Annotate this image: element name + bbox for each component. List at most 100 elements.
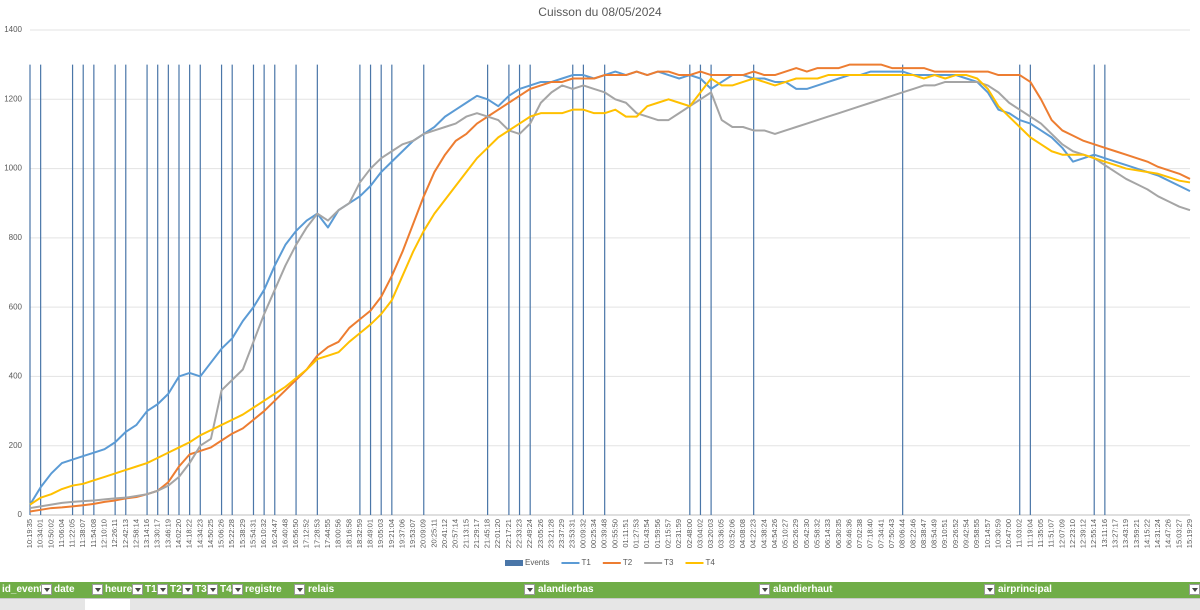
line-series (29, 70, 1191, 506)
x-tick-label: 18:16:58 (344, 519, 353, 548)
x-tick-label: 18:32:59 (355, 519, 364, 548)
x-tick-label: 00:25:34 (589, 519, 598, 548)
filter-button[interactable] (759, 584, 770, 595)
line-series (29, 80, 1191, 510)
y-tick-label: 400 (9, 372, 23, 381)
column-header: T2 (170, 584, 182, 595)
column-header: alandierhaut (773, 584, 833, 595)
filter-button[interactable] (132, 584, 143, 595)
x-tick-label: 13:27:17 (1110, 519, 1119, 548)
column-header: heure (105, 584, 133, 595)
legend-label: T3 (664, 558, 674, 567)
x-tick-label: 20:09:09 (419, 519, 428, 548)
x-tick-label: 17:28:53 (312, 519, 321, 548)
x-tick-label: 19:53:07 (408, 519, 417, 548)
x-tick-label: 15:19:29 (1185, 519, 1194, 548)
x-tick-label: 16:24:47 (270, 519, 279, 548)
x-tick-label: 13:59:21 (1132, 519, 1141, 548)
x-tick-label: 23:21:28 (546, 519, 555, 548)
x-tick-label: 23:05:26 (536, 519, 545, 548)
x-tick-label: 22:17:21 (504, 519, 513, 548)
x-tick-label: 08:06:44 (898, 519, 907, 548)
x-tick-label: 13:46:19 (163, 519, 172, 548)
filter-button[interactable] (207, 584, 218, 595)
x-tick-label: 21:45:18 (483, 519, 492, 548)
x-tick-label: 17:12:52 (302, 519, 311, 548)
filter-button[interactable] (1189, 584, 1200, 595)
x-tick-label: 12:42:13 (121, 519, 130, 548)
filter-button[interactable] (232, 584, 243, 595)
column-header: registre (245, 584, 282, 595)
x-tick-label: 03:36:05 (717, 519, 726, 548)
column-header: T3 (195, 584, 207, 595)
filter-button[interactable] (524, 584, 535, 595)
x-tick-label: 23:37:29 (557, 519, 566, 548)
filter-button[interactable] (294, 584, 305, 595)
y-tick-label: 1200 (4, 94, 22, 103)
x-tick-label: 03:52:06 (727, 519, 736, 548)
x-tick-label: 14:50:25 (206, 519, 215, 548)
x-tick-label: 20:25:11 (429, 519, 438, 548)
filter-button[interactable] (984, 584, 995, 595)
x-tick-label: 04:08:08 (738, 519, 747, 548)
x-tick-label: 15:06:26 (217, 519, 226, 548)
x-tick-label: 20:57:14 (451, 519, 460, 548)
x-tick-label: 05:26:29 (791, 519, 800, 548)
x-tick-label: 03:04:02 (695, 519, 704, 548)
filter-button[interactable] (92, 584, 103, 595)
x-tick-label: 10:47:00 (1004, 519, 1013, 548)
x-tick-label: 11:22:05 (68, 519, 77, 548)
column-header: date (54, 584, 75, 595)
legend: Events T1 T2 T3 T4 (505, 558, 715, 567)
x-tick-label: 10:14:57 (983, 519, 992, 548)
column-header: T4 (220, 584, 232, 595)
filter-button[interactable] (157, 584, 168, 595)
x-tick-label: 09:42:54 (961, 519, 970, 548)
x-tick-label: 22:01:20 (493, 519, 502, 548)
x-tick-label: 12:58:14 (131, 519, 140, 548)
line-series (29, 74, 1191, 506)
x-tick-label: 07:50:43 (887, 519, 896, 548)
x-tick-label: 07:18:40 (866, 519, 875, 548)
filter-button[interactable] (41, 584, 52, 595)
x-tick-label: 08:38:47 (919, 519, 928, 548)
x-tick-label: 16:40:48 (280, 519, 289, 548)
x-tick-label: 14:47:26 (1164, 519, 1173, 548)
x-tick-label: 02:48:00 (685, 519, 694, 548)
x-tick-label: 19:05:03 (376, 519, 385, 548)
x-tick-label: 19:21:04 (387, 519, 396, 548)
x-tick-label: 23:53:31 (568, 519, 577, 548)
x-tick-label: 02:31:59 (674, 519, 683, 548)
x-tick-label: 00:55:50 (610, 519, 619, 548)
x-tick-label: 15:38:29 (238, 519, 247, 548)
x-tick-label: 10:50:02 (46, 519, 55, 548)
y-tick-label: 1400 (4, 25, 22, 34)
x-tick-label: 13:11:16 (1100, 519, 1109, 548)
x-tick-label: 08:22:46 (908, 519, 917, 548)
x-tick-label: 09:26:52 (951, 519, 960, 548)
x-tick-label: 01:11:51 (621, 519, 630, 548)
x-tick-label: 06:14:33 (823, 519, 832, 548)
x-tick-label: 12:55:14 (1089, 519, 1098, 548)
sheet-tab (85, 599, 130, 610)
x-tick-label: 15:03:27 (1174, 519, 1183, 548)
x-tick-label: 04:22:23 (749, 519, 758, 548)
x-tick-label: 12:10:10 (99, 519, 108, 548)
x-tick-label: 10:34:01 (36, 519, 45, 548)
x-tick-label: 11:19:04 (1025, 519, 1034, 548)
column-header: id_event (2, 584, 43, 595)
x-tick-label: 10:30:59 (993, 519, 1002, 548)
x-tick-label: 07:02:38 (855, 519, 864, 548)
legend-label: T1 (581, 558, 591, 567)
legend-label: T4 (706, 558, 716, 567)
y-tick-label: 600 (9, 302, 23, 311)
chart: Cuisson du 08/05/2024 0 200 400 600 800 1000 1… (4, 5, 1194, 567)
x-tick-label: 12:07:09 (1057, 519, 1066, 548)
x-tick-label: 21:29:17 (472, 519, 481, 548)
chart-title: Cuisson du 08/05/2024 (538, 5, 662, 19)
filter-button[interactable] (182, 584, 193, 595)
x-tick-label: 13:30:17 (153, 519, 162, 548)
x-tick-label: 05:58:32 (813, 519, 822, 548)
x-tick-label: 01:59:56 (653, 519, 662, 548)
x-tick-label: 12:23:10 (1068, 519, 1077, 548)
